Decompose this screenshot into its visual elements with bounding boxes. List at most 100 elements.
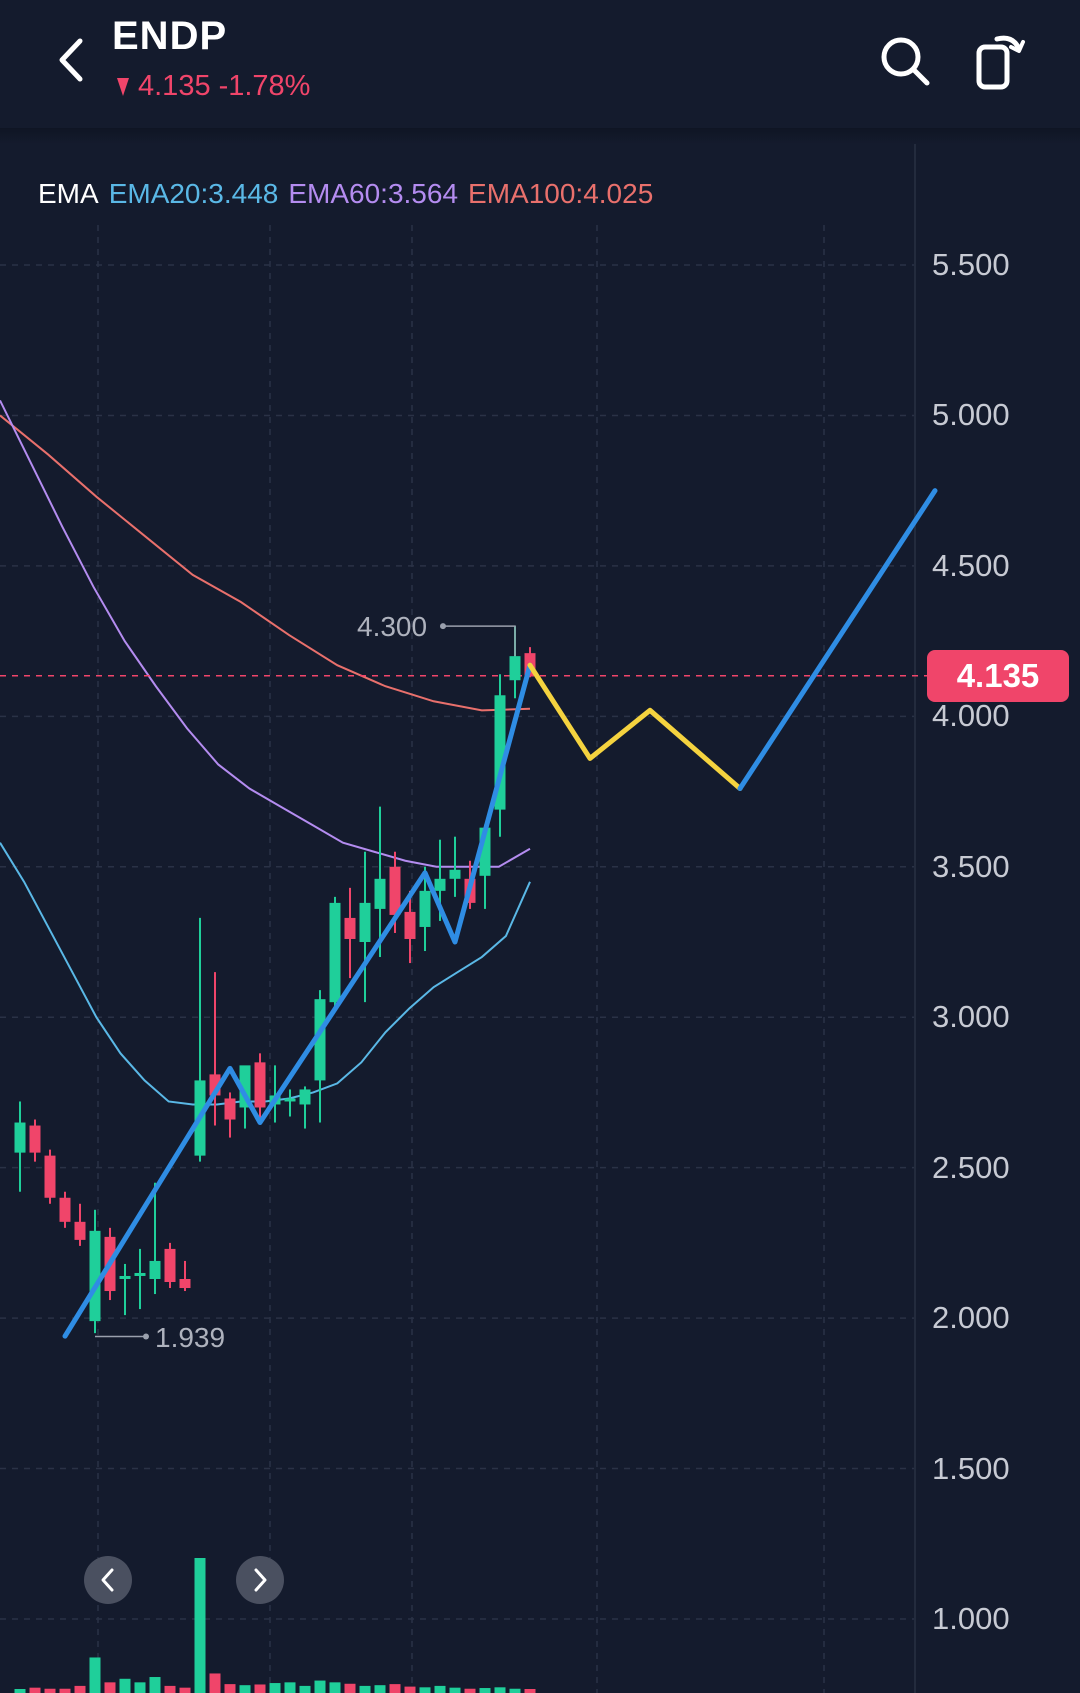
candle-body bbox=[254, 1062, 266, 1108]
price-chart[interactable] bbox=[0, 144, 1080, 1693]
volume-bar bbox=[134, 1682, 146, 1693]
candle-body bbox=[14, 1122, 26, 1153]
candle-body bbox=[494, 695, 506, 810]
candle-body bbox=[449, 869, 461, 879]
volume-bar bbox=[239, 1685, 251, 1693]
volume-bar bbox=[389, 1684, 401, 1693]
volume-bar bbox=[104, 1682, 116, 1693]
candle-body bbox=[284, 1098, 296, 1102]
change-percent: -1.78% bbox=[218, 70, 311, 102]
volume-bar bbox=[224, 1684, 236, 1693]
volume-bar bbox=[494, 1687, 506, 1693]
scroll-right-button[interactable] bbox=[236, 1556, 284, 1604]
volume-bar bbox=[209, 1673, 221, 1693]
candle-body bbox=[374, 878, 386, 909]
search-icon bbox=[881, 37, 930, 86]
volume-bar bbox=[464, 1688, 476, 1693]
drawn-projection-breakout bbox=[737, 488, 938, 792]
back-icon bbox=[59, 38, 83, 82]
price-axis-label: 4.000 bbox=[932, 698, 1010, 734]
candle-body bbox=[299, 1089, 311, 1105]
volume-bar bbox=[89, 1657, 101, 1693]
quote-summary: 4.135 -1.78% bbox=[116, 70, 310, 103]
volume-bar bbox=[314, 1680, 326, 1693]
volume-bar bbox=[404, 1686, 416, 1693]
candle-body bbox=[239, 1065, 251, 1108]
volume-bar bbox=[44, 1688, 56, 1693]
low-leader-dot bbox=[143, 1333, 149, 1340]
ema60-value: EMA60:3.564 bbox=[288, 178, 459, 209]
candle-body bbox=[164, 1248, 176, 1283]
candle-body bbox=[59, 1197, 71, 1222]
chevron-right-icon bbox=[254, 1568, 267, 1592]
candle-body bbox=[389, 866, 401, 915]
top-bar: ENDP 4.135 -1.78% bbox=[0, 0, 1080, 128]
price-axis-label: 3.500 bbox=[932, 848, 1010, 884]
price-axis-label: 2.000 bbox=[932, 1300, 1010, 1336]
candle-body bbox=[134, 1272, 146, 1276]
volume-bar bbox=[284, 1682, 296, 1693]
scroll-left-button[interactable] bbox=[84, 1556, 132, 1604]
drawn-projection-pullback bbox=[527, 662, 743, 792]
volume-bar bbox=[359, 1685, 371, 1693]
volume-bar bbox=[149, 1677, 161, 1693]
price-axis-label: 1.000 bbox=[932, 1601, 1010, 1636]
ema100-value: EMA100:4.025 bbox=[468, 178, 654, 209]
search-button[interactable] bbox=[874, 30, 936, 92]
price-axis-label: 5.000 bbox=[932, 397, 1010, 433]
price-axis-label: 2.500 bbox=[932, 1149, 1010, 1185]
ema20-value: EMA20:3.448 bbox=[108, 178, 279, 209]
down-arrow-icon bbox=[117, 77, 129, 96]
candle-body bbox=[479, 827, 491, 876]
current-price-tag: 4.135 bbox=[927, 650, 1069, 702]
candle-body bbox=[44, 1155, 56, 1198]
candle-body bbox=[179, 1278, 191, 1289]
volume-bar bbox=[254, 1684, 266, 1693]
drawn-trendline-zigzag bbox=[62, 662, 533, 1339]
candle-body bbox=[29, 1125, 41, 1153]
ema100-line bbox=[0, 414, 531, 712]
candle-body bbox=[209, 1074, 221, 1096]
ema-legend-title: EMA bbox=[38, 178, 99, 209]
volume-bar bbox=[164, 1685, 176, 1693]
low-annotation: 1.939 bbox=[155, 1322, 226, 1353]
ema60-line bbox=[0, 399, 531, 868]
candle-body bbox=[314, 999, 326, 1081]
last-price: 4.135 bbox=[138, 70, 211, 102]
price-axis-label: 4.500 bbox=[932, 547, 1010, 583]
price-axis-label: 3.000 bbox=[932, 999, 1010, 1035]
volume-bar bbox=[194, 1558, 206, 1693]
volume-bar bbox=[374, 1685, 386, 1693]
back-button[interactable] bbox=[40, 30, 100, 90]
candle-body bbox=[434, 878, 446, 891]
volume-bar bbox=[14, 1689, 26, 1693]
volume-bar bbox=[299, 1685, 311, 1693]
candle-body bbox=[359, 902, 371, 942]
volume-bar bbox=[29, 1687, 41, 1693]
volume-bar bbox=[344, 1683, 356, 1693]
volume-bar bbox=[509, 1688, 521, 1693]
high-annotation: 4.300 bbox=[357, 611, 428, 642]
high-leader-dot bbox=[440, 623, 446, 630]
rotate-screen-icon bbox=[976, 35, 1025, 90]
ticker-symbol: ENDP bbox=[112, 14, 228, 58]
ema-legend[interactable]: EMA EMA20:3.448 EMA60:3.564 EMA100:4.025 bbox=[38, 178, 663, 210]
candle-body bbox=[404, 911, 416, 939]
price-axis-label: 5.500 bbox=[932, 247, 1010, 282]
volume-bar bbox=[119, 1678, 131, 1693]
candle-body bbox=[344, 917, 356, 939]
volume-bar bbox=[524, 1689, 536, 1693]
candle-body bbox=[74, 1221, 86, 1240]
chevron-left-icon bbox=[101, 1568, 114, 1592]
rotate-screen-button[interactable] bbox=[970, 30, 1032, 92]
volume-bar bbox=[59, 1688, 71, 1693]
candle-body bbox=[89, 1230, 101, 1322]
candle-body bbox=[149, 1260, 161, 1279]
price-axis-label: 1.500 bbox=[932, 1450, 1010, 1486]
volume-bar bbox=[74, 1685, 86, 1693]
header-divider bbox=[0, 128, 1080, 144]
candle-body bbox=[329, 902, 341, 1003]
volume-bar bbox=[329, 1682, 341, 1693]
candle-body bbox=[224, 1098, 236, 1120]
volume-bar bbox=[269, 1683, 281, 1693]
